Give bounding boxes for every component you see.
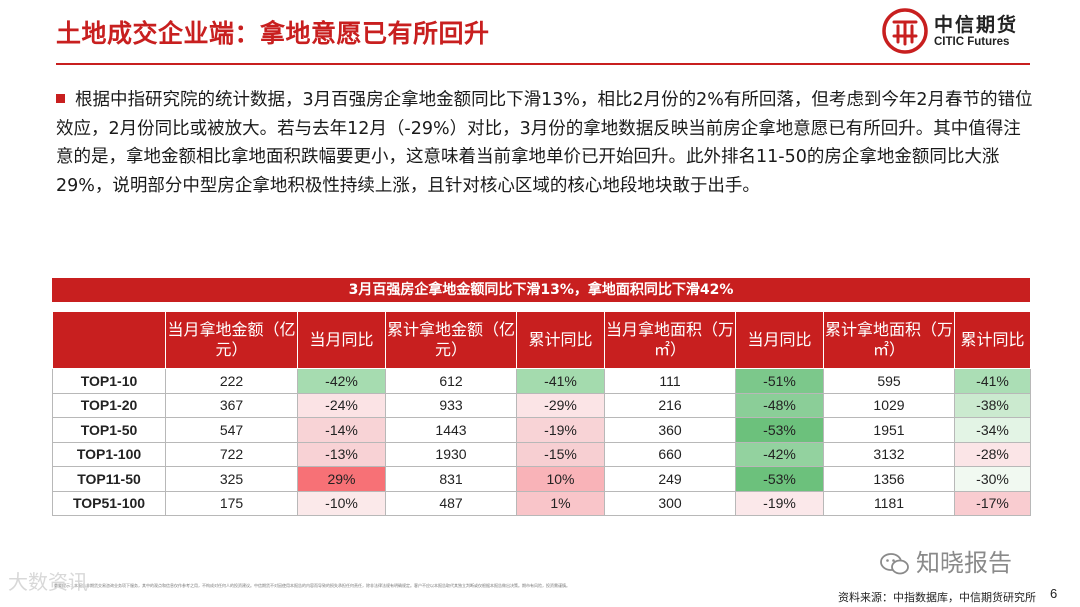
yoy-change-cell: -42%	[297, 368, 386, 394]
yoy-change-cell: -19%	[516, 417, 605, 443]
yoy-change-cell: 1%	[516, 490, 605, 516]
yoy-change-cell: -24%	[297, 392, 386, 418]
logo-chinese-name: 中信期货	[934, 14, 1019, 36]
yoy-change-cell: -41%	[954, 368, 1031, 394]
yoy-change-cell: -38%	[954, 392, 1031, 418]
column-header: 当月拿地金额（亿元）	[165, 311, 298, 369]
yoy-change-cell: -28%	[954, 441, 1031, 467]
value-cell: 487	[385, 490, 517, 516]
yoy-change-cell: -53%	[735, 466, 824, 492]
value-cell: 367	[165, 392, 298, 418]
summary-paragraph: 根据中指研究院的统计数据，3月百强房企拿地金额同比下滑13%，相比2月份的2%有…	[56, 86, 1036, 200]
citic-futures-logo: 中信期货 CITIC Futures	[882, 8, 1042, 56]
summary-text: 根据中指研究院的统计数据，3月百强房企拿地金额同比下滑13%，相比2月份的2%有…	[56, 90, 1033, 196]
value-cell: 612	[385, 368, 517, 394]
value-cell: 660	[604, 441, 736, 467]
yoy-change-cell: -48%	[735, 392, 824, 418]
table-banner: 3月百强房企拿地金额同比下滑13%，拿地面积同比下滑42%	[52, 278, 1030, 302]
value-cell: 1930	[385, 441, 517, 467]
watermark-right: 知晓报告	[880, 543, 1012, 578]
value-cell: 831	[385, 466, 517, 492]
value-cell: 595	[823, 368, 955, 394]
logo-english-name: CITIC Futures	[934, 36, 1010, 48]
value-cell: 175	[165, 490, 298, 516]
value-cell: 547	[165, 417, 298, 443]
value-cell: 1029	[823, 392, 955, 418]
value-cell: 1356	[823, 466, 955, 492]
table-row: TOP1-20 367 -24% 933 -29% 216 -48% 1029 -38%	[52, 392, 1031, 418]
watermark-right-text: 知晓报告	[916, 549, 1012, 577]
table-row: TOP1-100 722 -13% 1930 -15% 660 -42% 3132 -28%	[52, 441, 1031, 467]
value-cell: 222	[165, 368, 298, 394]
disclaimer-text: 重要提示：本报告非期货交易咨询业务项下服务，其中的观点和信息仅作参考之用，不构成…	[54, 583, 570, 588]
yoy-change-cell: 10%	[516, 466, 605, 492]
table-row: TOP51-100 175 -10% 487 1% 300 -19% 1181 -17%	[52, 490, 1031, 516]
yoy-change-cell: -15%	[516, 441, 605, 467]
table-row: TOP1-10 222 -42% 612 -41% 111 -51% 595 -41%	[52, 368, 1031, 394]
wechat-icon	[880, 553, 909, 575]
page-number: 6	[1050, 586, 1058, 601]
header-corner	[52, 311, 166, 369]
value-cell: 1181	[823, 490, 955, 516]
yoy-change-cell: -34%	[954, 417, 1031, 443]
value-cell: 1951	[823, 417, 955, 443]
value-cell: 3132	[823, 441, 955, 467]
page-title: 土地成交企业端：拿地意愿已有所回升	[56, 19, 490, 48]
table-header-row: 当月拿地金额（亿元） 当月同比 累计拿地金额（亿元） 累计同比 当月拿地面积（万㎡） 当月…	[52, 311, 1031, 369]
column-header: 当月拿地面积（万㎡）	[604, 311, 736, 369]
column-header: 累计同比	[516, 311, 605, 369]
row-label: TOP1-20	[52, 392, 166, 418]
land-acquisition-table: 当月拿地金额（亿元） 当月同比 累计拿地金额（亿元） 累计同比 当月拿地面积（万㎡） 当月…	[52, 311, 1031, 516]
header-divider	[56, 63, 1030, 65]
yoy-change-cell: -10%	[297, 490, 386, 516]
yoy-change-cell: -14%	[297, 417, 386, 443]
row-label: TOP1-100	[52, 441, 166, 467]
value-cell: 300	[604, 490, 736, 516]
column-header: 当月同比	[735, 311, 824, 369]
yoy-change-cell: -13%	[297, 441, 386, 467]
column-header: 累计同比	[954, 311, 1031, 369]
value-cell: 111	[604, 368, 736, 394]
yoy-change-cell: -42%	[735, 441, 824, 467]
value-cell: 722	[165, 441, 298, 467]
value-cell: 360	[604, 417, 736, 443]
yoy-change-cell: -51%	[735, 368, 824, 394]
value-cell: 933	[385, 392, 517, 418]
column-header: 累计拿地面积（万㎡）	[823, 311, 955, 369]
value-cell: 325	[165, 466, 298, 492]
value-cell: 216	[604, 392, 736, 418]
value-cell: 1443	[385, 417, 517, 443]
square-bullet-icon	[56, 93, 65, 103]
source-note: 资料来源：中指数据库，中信期货研究所	[838, 591, 1036, 604]
column-header: 累计拿地金额（亿元）	[385, 311, 517, 369]
yoy-change-cell: -19%	[735, 490, 824, 516]
row-label: TOP11-50	[52, 466, 166, 492]
row-label: TOP1-50	[52, 417, 166, 443]
yoy-change-cell: -29%	[516, 392, 605, 418]
table-row: TOP1-50 547 -14% 1443 -19% 360 -53% 1951 -34%	[52, 417, 1031, 443]
yoy-change-cell: -41%	[516, 368, 605, 394]
row-label: TOP1-10	[52, 368, 166, 394]
row-label: TOP51-100	[52, 490, 166, 516]
yoy-change-cell: -17%	[954, 490, 1031, 516]
yoy-change-cell: -30%	[954, 466, 1031, 492]
watermark-left: 大数资讯	[8, 570, 88, 594]
yoy-change-cell: -53%	[735, 417, 824, 443]
value-cell: 249	[604, 466, 736, 492]
column-header: 当月同比	[297, 311, 386, 369]
citic-logo-icon	[882, 8, 928, 54]
table-row: TOP11-50 325 29% 831 10% 249 -53% 1356 -30%	[52, 466, 1031, 492]
yoy-change-cell: 29%	[297, 466, 386, 492]
